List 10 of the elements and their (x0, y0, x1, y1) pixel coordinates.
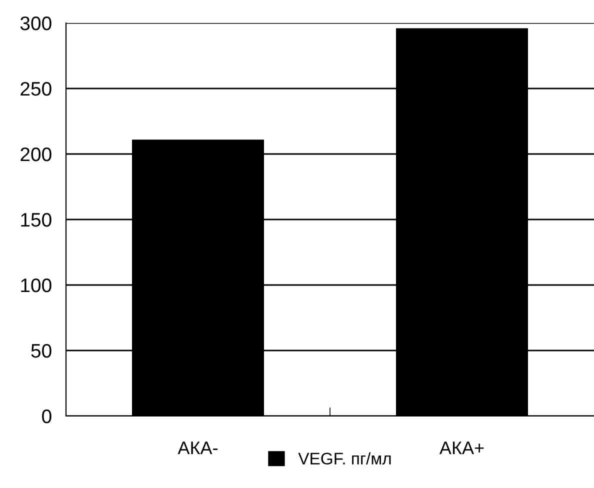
y-tick-label: 150 (21, 212, 52, 227)
y-tick-label: 200 (20, 147, 52, 162)
y-tick-label: 250 (20, 82, 52, 96)
y-tick-label: 300 (20, 16, 52, 30)
x-tick-label: АКА+ (439, 442, 484, 454)
y-tick-label: 100 (21, 278, 52, 292)
legend-label: VEGF. пг/мл (298, 452, 391, 465)
y-tick-label: 0 (42, 409, 52, 424)
x-tick-label: АКА- (178, 442, 218, 454)
y-tick-label: 50 (31, 344, 52, 358)
